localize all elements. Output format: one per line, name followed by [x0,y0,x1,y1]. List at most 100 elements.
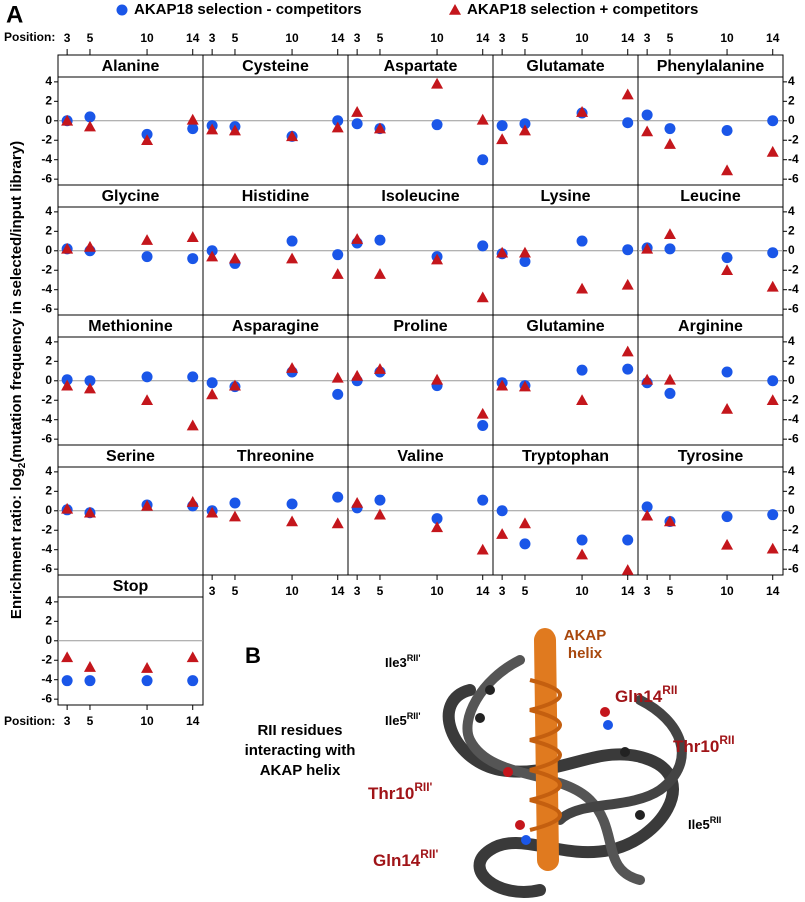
point [351,118,363,130]
point [621,278,634,290]
residue-name: Ile [385,713,399,728]
point [206,506,219,518]
x-tick-label: 3 [354,584,361,598]
point [518,246,531,258]
legend-marker [116,4,128,16]
y-tick-label: 4 [788,204,795,218]
point [374,234,386,246]
caption: AKAP helix [260,762,341,779]
point [621,345,634,357]
x-tick-label: 3 [354,31,361,45]
point [496,133,509,145]
caption: RII residues [257,722,342,739]
residue-atom [600,707,610,717]
y-tick-label: -2 [788,132,799,146]
helix-label: helix [568,645,603,662]
x-tick-label: 5 [87,31,94,45]
point [374,494,386,506]
point [621,564,634,575]
residue-name: Ile [688,817,702,832]
y-tick-label: -4 [788,152,799,166]
x-tick-label: 5 [87,714,94,728]
panel-title: Tyrosine [678,448,744,465]
y-tick-label: 0 [45,373,52,387]
y-tick-label: 2 [45,93,52,107]
point [622,244,634,256]
residue-atom [503,767,513,777]
point [721,403,734,414]
point [331,517,344,529]
residue-sup: RII [662,683,677,697]
point [286,498,298,510]
x-tick-label: 5 [667,31,674,45]
helix-end [535,628,555,648]
point [621,88,634,100]
point [84,675,96,687]
y-tick-label: 4 [45,464,52,478]
point [641,109,653,121]
point [721,264,734,276]
x-tick-label: 14 [186,31,200,45]
point [186,651,199,663]
y-tick-label: 2 [788,223,795,237]
x-tick-label: 10 [140,714,154,728]
panel-title: Alanine [102,58,160,75]
y-label-part: Enrichment ratio: log [8,468,25,619]
point [332,388,344,400]
point [663,373,676,385]
point [141,662,154,673]
x-tick-label: 10 [720,31,734,45]
point [351,106,364,117]
x-axis-label: Position: [4,30,55,44]
point [496,120,508,132]
y-axis-label: Enrichment ratio: log2(mutation frequenc… [8,141,28,619]
helix-label: AKAP [564,627,607,644]
point [496,528,509,539]
x-tick-label: 14 [621,31,635,45]
panel-title: Leucine [680,188,741,205]
x-tick-label: 14 [621,584,635,598]
residue-name: Ile [385,655,399,670]
point [664,243,676,255]
point [477,154,489,166]
point [519,255,531,267]
residue-num: 3 [399,655,406,670]
point [83,382,96,394]
y-tick-label: -6 [788,301,799,315]
panel-title: Tryptophan [522,448,609,465]
point [373,508,386,520]
residue-atom [515,820,525,830]
point [641,125,654,137]
y-tick-label: -4 [788,412,799,426]
point [206,377,218,389]
point [766,280,779,292]
point [373,122,386,134]
point [622,363,634,375]
point [373,268,386,279]
residue-atom [475,713,485,723]
y-tick-label: -2 [41,392,52,406]
point [431,373,444,385]
panel-title: Lysine [540,188,590,205]
y-tick-label: -6 [41,561,52,575]
panel-title: Glutamine [526,318,604,335]
point [519,538,531,550]
residue-sup: RII [710,815,722,825]
ribbon [555,695,687,825]
point [83,661,96,672]
point [61,114,74,126]
residue-atom [521,835,531,845]
point [286,252,299,264]
point [332,115,344,127]
point [767,509,779,521]
x-tick-label: 5 [522,31,529,45]
x-tick-label: 10 [285,584,299,598]
point [721,252,733,264]
y-tick-label: 2 [788,93,795,107]
x-tick-label: 5 [522,584,529,598]
point [431,253,444,265]
y-tick-label: -2 [41,522,52,536]
x-tick-label: 14 [766,31,780,45]
y-tick-label: 4 [45,204,52,218]
